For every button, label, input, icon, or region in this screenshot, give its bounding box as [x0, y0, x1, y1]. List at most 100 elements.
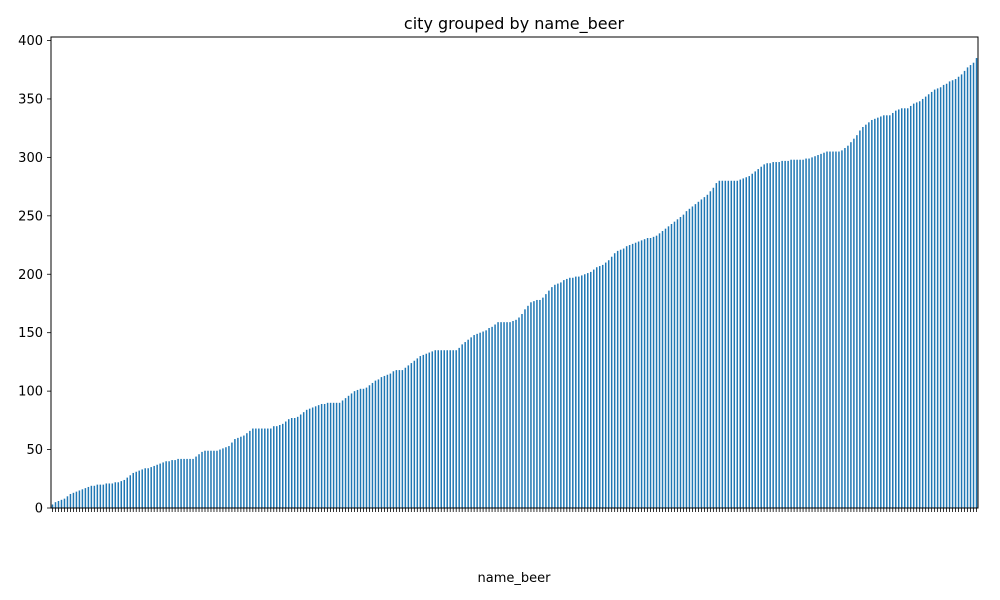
bar-206 [667, 226, 670, 508]
bar-100 [350, 393, 353, 508]
bar-5 [66, 496, 69, 508]
bar-174 [572, 277, 574, 508]
bar-68 [255, 428, 257, 508]
bar-89 [317, 405, 320, 508]
bar-142 [476, 333, 478, 508]
bar-169 [557, 283, 559, 508]
y-tick-label-250: 250 [18, 209, 43, 224]
bar-77 [282, 423, 284, 508]
bar-295 [933, 89, 936, 508]
bar-192 [625, 246, 628, 508]
bar-62 [237, 437, 239, 508]
bar-140 [470, 337, 472, 508]
bar-16 [99, 484, 102, 508]
bar-260 [829, 151, 831, 509]
bar-185 [604, 262, 607, 508]
bar-215 [694, 204, 697, 508]
bar-162 [536, 299, 538, 508]
bar-43 [180, 458, 182, 508]
bar-121 [413, 360, 416, 508]
bar-211 [682, 214, 685, 508]
bar-286 [906, 108, 909, 508]
bar-78 [284, 421, 287, 508]
bar-59 [228, 446, 230, 508]
bar-191 [622, 248, 625, 509]
bar-51 [204, 450, 206, 508]
bar-133 [449, 350, 451, 508]
bar-10 [81, 489, 84, 508]
bar-22 [117, 482, 120, 508]
bar-277 [880, 116, 882, 508]
bar-144 [482, 331, 484, 508]
bar-293 [927, 94, 930, 509]
bar-282 [895, 110, 897, 508]
bar-183 [598, 266, 601, 508]
bar-160 [530, 302, 532, 508]
y-tick-label-350: 350 [18, 92, 43, 107]
bar-15 [96, 484, 99, 508]
bar-241 [772, 162, 774, 509]
bar-20 [111, 483, 114, 508]
bar-222 [715, 183, 718, 508]
bar-132 [446, 350, 448, 508]
y-tick-label-400: 400 [18, 34, 43, 49]
y-tick-label-50: 50 [26, 443, 43, 458]
bar-131 [443, 350, 445, 508]
bar-240 [769, 163, 771, 508]
bar-254 [811, 157, 813, 508]
bar-107 [371, 382, 374, 508]
bar-262 [835, 151, 837, 509]
bar-110 [380, 377, 383, 508]
bar-84 [302, 412, 305, 508]
bar-308 [972, 62, 975, 509]
bar-139 [467, 339, 469, 508]
bar-208 [673, 221, 676, 508]
bar-108 [374, 380, 377, 508]
bar-231 [742, 178, 745, 509]
bar-74 [273, 426, 275, 508]
x-axis-ticks [52, 508, 977, 512]
bar-202 [655, 235, 658, 508]
bar-97 [341, 400, 344, 508]
bar-221 [712, 187, 715, 508]
bar-177 [581, 275, 583, 508]
bar-227 [730, 180, 733, 508]
bar-205 [664, 228, 667, 509]
bar-156 [518, 317, 520, 508]
bar-64 [243, 435, 245, 508]
bar-105 [365, 387, 368, 508]
bar-23 [120, 481, 123, 508]
y-axis-ticks: 0 50 100 150 200 250 300 350 400 [18, 34, 51, 517]
bar-284 [901, 108, 903, 508]
bar-193 [628, 245, 631, 508]
bar-273 [868, 122, 870, 508]
bar-134 [452, 350, 454, 508]
bar-50 [201, 451, 203, 508]
bar-66 [249, 430, 251, 508]
bar-36 [159, 463, 161, 508]
bar-220 [709, 191, 712, 508]
bar-112 [386, 374, 389, 508]
bar-1 [54, 502, 57, 508]
bar-187 [610, 256, 613, 508]
bar-291 [921, 98, 924, 508]
bar-203 [658, 233, 661, 508]
bar-200 [649, 238, 652, 508]
bar-306 [966, 67, 969, 508]
bar-180 [590, 271, 592, 508]
bar-170 [560, 282, 562, 508]
bar-152 [506, 322, 508, 508]
bar-223 [718, 180, 721, 508]
bar-173 [569, 277, 571, 508]
bar-213 [688, 208, 691, 509]
plot-frame [50, 36, 979, 509]
bar-146 [488, 328, 490, 508]
bar-250 [799, 159, 801, 508]
bar-229 [736, 180, 739, 508]
bar-198 [643, 239, 646, 508]
bar-6 [69, 493, 72, 508]
bar-79 [287, 419, 290, 508]
bar-120 [410, 363, 413, 508]
bar-9 [78, 490, 81, 508]
bar-53 [210, 450, 212, 508]
